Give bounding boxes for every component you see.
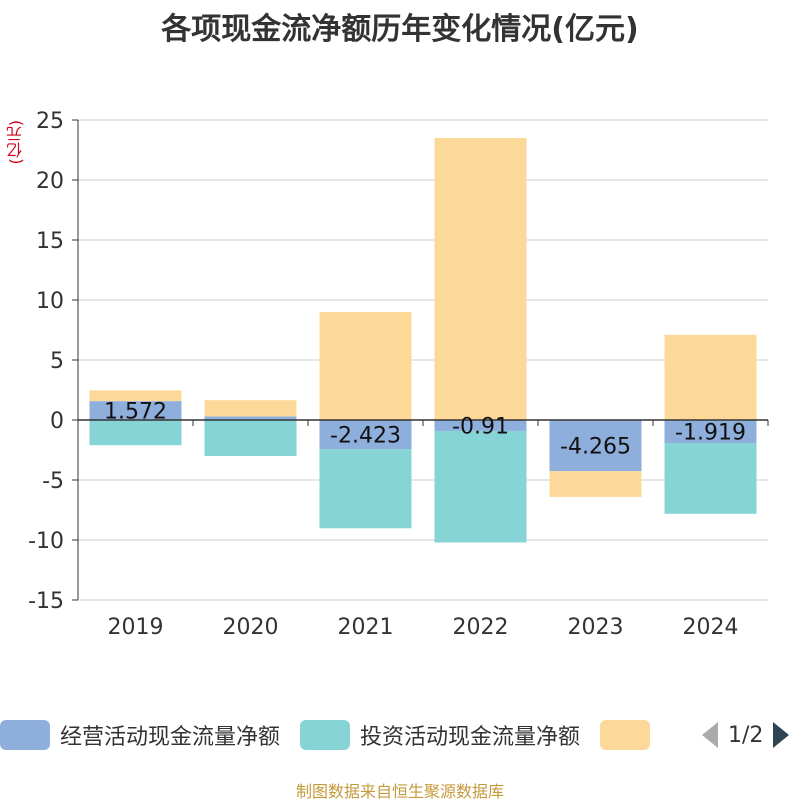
bar-2021-series-0	[319, 420, 412, 450]
bar-2024-series-1	[664, 443, 757, 514]
bar-2021-series-2	[319, 312, 412, 420]
legend-swatch	[300, 720, 351, 750]
bar-2023-series-2	[549, 471, 642, 497]
bar-2023-series-0	[549, 420, 642, 472]
data-label-2022: -0.91	[452, 414, 509, 439]
legend-item-2[interactable]	[600, 720, 660, 750]
prev-page-icon[interactable]	[700, 720, 720, 750]
legend-swatch	[0, 720, 50, 750]
legend-label: 经营活动现金流量净额	[60, 725, 281, 750]
x-tick-label-2024: 2024	[683, 615, 739, 640]
x-tick-label-2020: 2020	[223, 615, 279, 640]
y-tick-label: 0	[50, 409, 64, 434]
bar-chart: 25 20 15 10 5 0 -5 -10 -15 2019 2020 2021 2022 2023 20…	[28, 109, 769, 640]
x-tick-label-2019: 2019	[108, 615, 164, 640]
bar-2019-series-2	[89, 390, 182, 402]
x-tick-label-2021: 2021	[338, 615, 394, 640]
x-tick-label-2022: 2022	[453, 615, 509, 640]
data-label-2019: 1.572	[104, 400, 167, 425]
legend-item-0[interactable]: 经营活动现金流量净额	[0, 719, 280, 751]
legend-pager: 1/2	[700, 718, 791, 752]
bar-2020-series-0	[204, 416, 297, 420]
legend-label: 投资活动现金流量净额	[360, 725, 581, 750]
next-page-icon[interactable]	[771, 720, 791, 750]
source-footer: 制图数据来自恒生聚源数据库	[295, 782, 504, 801]
y-tick-label: -10	[28, 529, 64, 554]
legend-swatch	[600, 720, 651, 750]
bar-2019-series-1	[89, 420, 182, 446]
bar-2019-series-0	[89, 401, 182, 420]
y-tick-label: 5	[50, 349, 64, 374]
y-tick-label: -15	[28, 589, 64, 614]
bar-2024-series-2	[664, 334, 757, 420]
data-label-2023: -4.265	[560, 435, 631, 460]
y-tick-label: -5	[42, 469, 64, 494]
legend-item-1[interactable]: 投资活动现金流量净额	[300, 719, 580, 751]
bar-2022-series-0	[434, 420, 527, 431]
legend: 经营活动现金流量净额 投资活动现金流量净额	[0, 718, 680, 752]
y-tick-label: 15	[36, 229, 64, 254]
bar-2022-series-1	[434, 430, 527, 543]
y-tick-label: 25	[36, 109, 64, 134]
bar-2021-series-1	[319, 449, 412, 529]
data-label-2024: -1.919	[675, 421, 746, 446]
legend-page-indicator: 1/2	[728, 722, 764, 748]
y-tick-label: 10	[36, 289, 64, 314]
bar-2024-series-0	[664, 420, 757, 444]
y-tick-label: 20	[36, 169, 64, 194]
bar-2022-series-2	[434, 138, 527, 420]
data-label-2021: -2.423	[330, 424, 401, 449]
bar-2020-series-1	[204, 420, 297, 456]
x-tick-label-2023: 2023	[568, 615, 624, 640]
bar-2020-series-2	[204, 400, 297, 417]
chart-title: 各项现金流净额历年变化情况(亿元)	[161, 12, 639, 47]
